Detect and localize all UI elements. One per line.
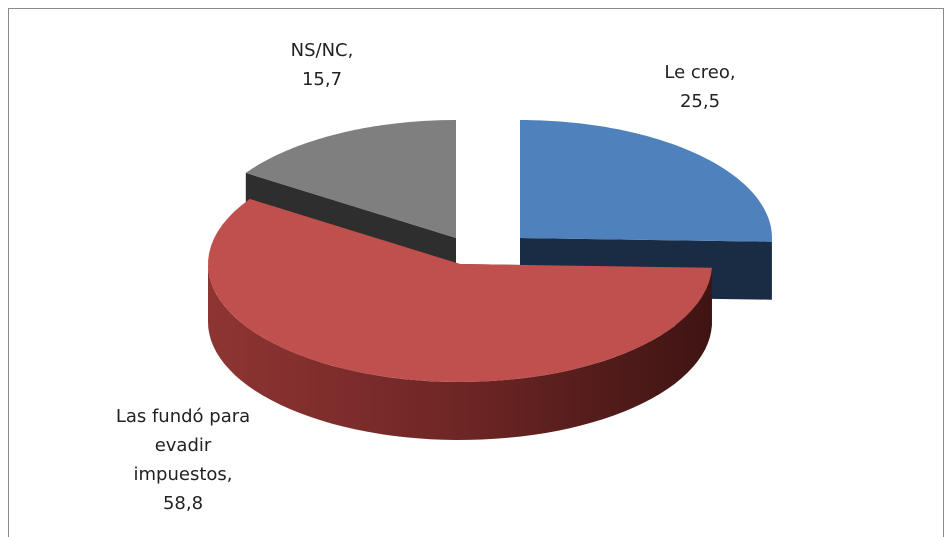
data-label-category: Le creo,: [664, 62, 736, 83]
data-label: NS/NC, 15,7: [291, 36, 354, 94]
chart-frame: [8, 8, 944, 537]
data-label-category: NS/NC,: [290, 40, 354, 61]
data-label-value: 58,8: [162, 493, 204, 514]
data-label-value: 15,7: [301, 69, 343, 90]
slice-top: [520, 120, 772, 242]
data-label-category: Las fundó para evadir impuestos,: [115, 406, 251, 485]
data-label: Las fundó para evadir impuestos, 58,8: [113, 402, 253, 518]
slice: [208, 198, 712, 440]
slice-top: [245, 120, 456, 238]
slice-wall: [208, 264, 712, 440]
data-label: Le creo, 25,5: [664, 58, 735, 116]
slice-top: [208, 198, 712, 382]
data-label-value: 25,5: [679, 91, 721, 112]
